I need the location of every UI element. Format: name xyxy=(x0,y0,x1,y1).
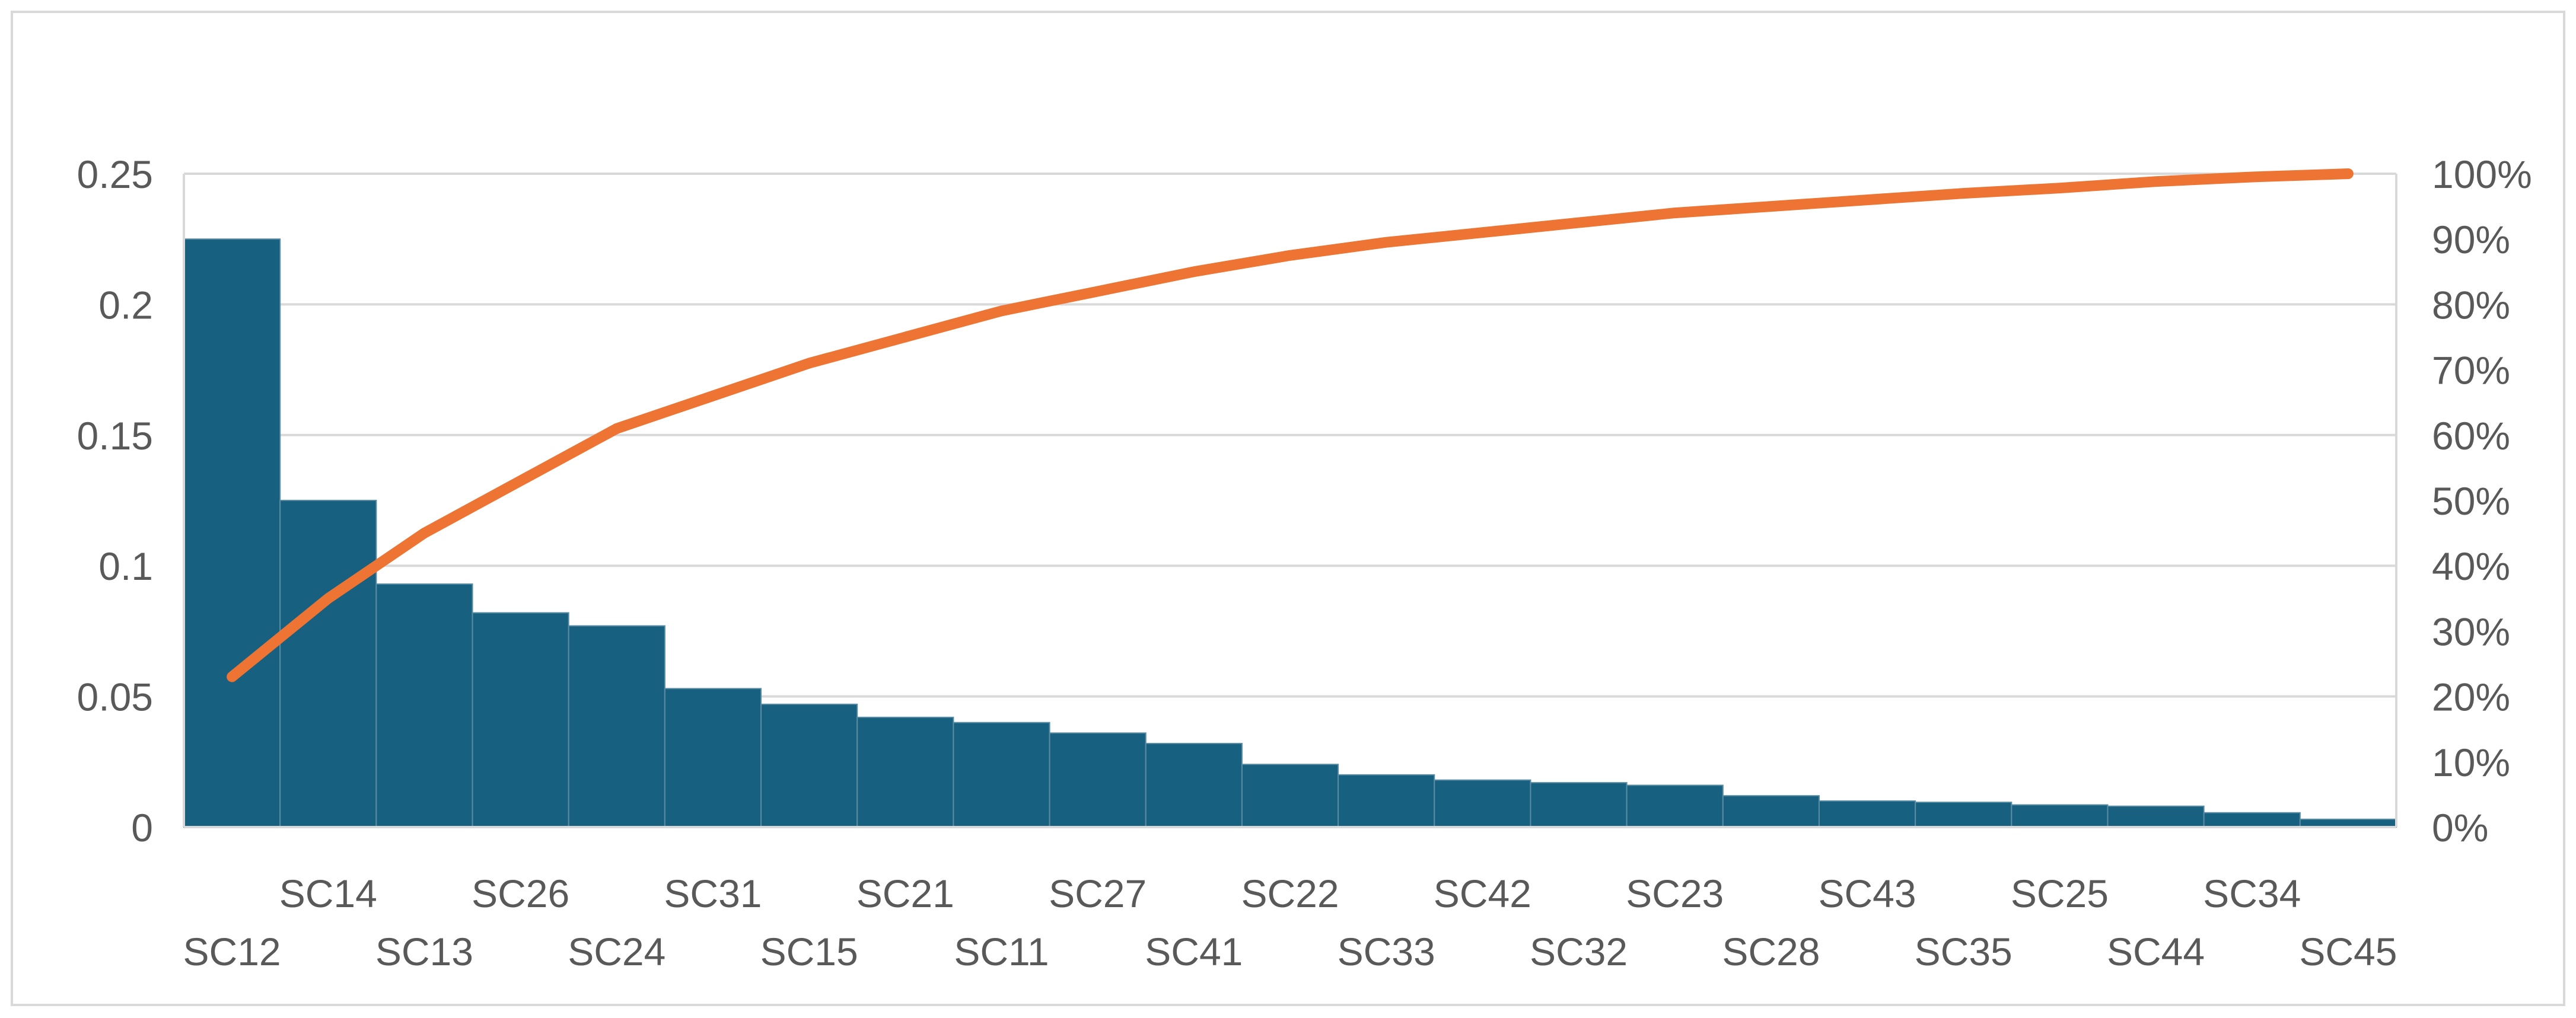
bar xyxy=(1434,779,1531,828)
cumulative-line xyxy=(227,168,2354,682)
category-label: SC32 xyxy=(1530,930,1628,974)
category-label: SC28 xyxy=(1722,930,1820,974)
bar xyxy=(664,688,762,828)
bar xyxy=(1915,802,2013,828)
cumulative-line-series xyxy=(227,168,2354,682)
left-tick-label: 0.1 xyxy=(98,544,153,588)
category-label: SC14 xyxy=(279,872,377,915)
axes xyxy=(183,174,2397,828)
category-label: SC35 xyxy=(1915,930,2013,974)
bar xyxy=(1626,784,1724,828)
category-label: SC31 xyxy=(664,872,762,915)
left-tick-label: 0.05 xyxy=(77,675,153,719)
left-tick-label: 0 xyxy=(131,806,153,850)
bar xyxy=(1530,782,1628,828)
category-label: SC27 xyxy=(1049,872,1147,915)
right-tick-label: 100% xyxy=(2432,152,2532,196)
category-label: SC15 xyxy=(760,930,858,974)
category-label: SC12 xyxy=(183,930,281,974)
right-tick-label: 90% xyxy=(2432,218,2510,261)
bar xyxy=(2203,812,2301,828)
bar xyxy=(183,238,281,828)
right-tick-label: 60% xyxy=(2432,414,2510,458)
right-tick-label: 40% xyxy=(2432,544,2510,588)
bar xyxy=(2011,804,2109,828)
left-axis-ticks: 0 0.05 0.1 0.15 0.2 0.25 xyxy=(77,152,153,850)
left-tick-label: 0.25 xyxy=(77,152,153,196)
bar xyxy=(953,722,1050,828)
bar xyxy=(1338,774,1435,828)
left-tick-label: 0.2 xyxy=(98,283,153,327)
bar xyxy=(856,716,954,828)
category-label: SC42 xyxy=(1434,872,1531,915)
right-tick-label: 70% xyxy=(2432,349,2510,392)
category-label: SC21 xyxy=(856,872,954,915)
category-label: SC11 xyxy=(954,930,1049,974)
bar xyxy=(760,703,858,828)
right-tick-label: 0% xyxy=(2432,806,2488,850)
category-label: SC44 xyxy=(2107,930,2205,974)
right-tick-label: 80% xyxy=(2432,283,2510,327)
right-tick-label: 10% xyxy=(2432,741,2510,784)
category-label: SC22 xyxy=(1241,872,1339,915)
bar xyxy=(1049,732,1147,828)
category-label: SC33 xyxy=(1338,930,1435,974)
bar xyxy=(1241,764,1339,828)
category-label: SC13 xyxy=(375,930,473,974)
right-tick-label: 50% xyxy=(2432,479,2510,523)
right-tick-label: 20% xyxy=(2432,675,2510,719)
category-label: SC43 xyxy=(1818,872,1916,915)
category-label: SC25 xyxy=(2011,872,2109,915)
right-axis-ticks: 0% 10% 20% 30% 40% 50% 60% 70% 80% 90% 100% xyxy=(2432,152,2532,850)
left-tick-label: 0.15 xyxy=(77,414,153,458)
chart-frame xyxy=(11,11,2565,1006)
category-axis-labels: SC12 SC14 SC13 SC26 SC24 SC31 SC15 SC21SC11SC27… xyxy=(183,872,2397,974)
bar-series xyxy=(183,238,2397,828)
category-label: SC41 xyxy=(1145,930,1243,974)
bar xyxy=(1722,795,1820,828)
category-label: SC24 xyxy=(568,930,666,974)
category-label: SC26 xyxy=(472,872,569,915)
category-label: SC45 xyxy=(2299,930,2397,974)
bar xyxy=(279,500,377,828)
bar xyxy=(2107,805,2205,828)
bar xyxy=(375,583,473,828)
right-tick-label: 30% xyxy=(2432,609,2510,653)
category-label: SC34 xyxy=(2203,872,2301,915)
bar xyxy=(1818,800,1916,828)
bar xyxy=(472,612,569,828)
bar xyxy=(568,625,666,828)
bar xyxy=(1145,742,1243,828)
category-label: SC23 xyxy=(1626,872,1724,915)
